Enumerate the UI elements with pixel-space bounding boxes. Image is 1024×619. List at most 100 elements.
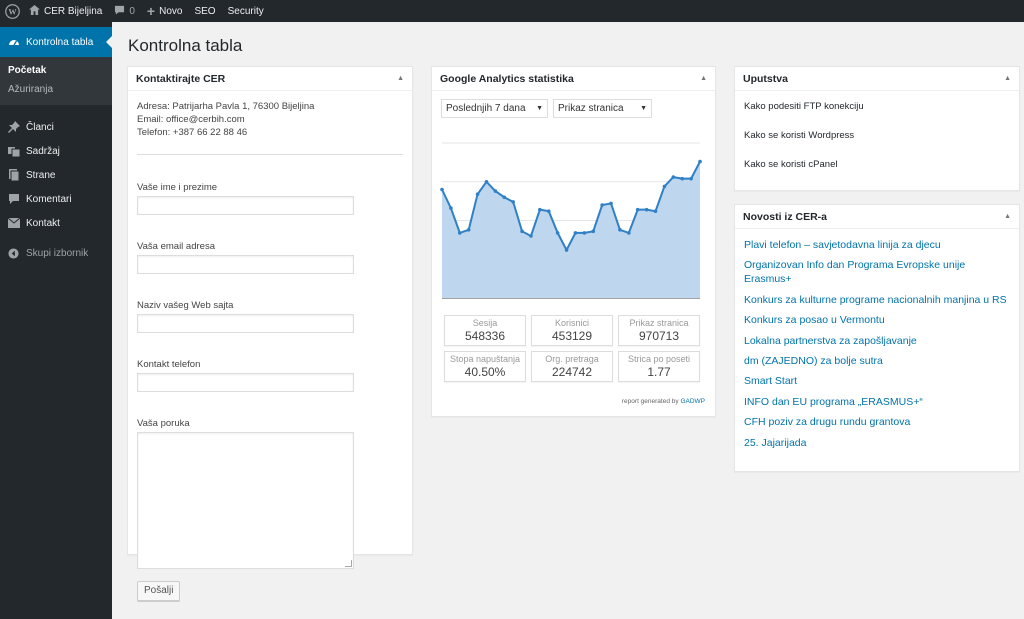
- chart-data-point[interactable]: [698, 159, 702, 164]
- period-select[interactable]: Poslednjih 7 dana ▼: [441, 99, 548, 118]
- news-link[interactable]: Smart Start: [744, 375, 798, 388]
- chart-series-line: [441, 161, 701, 253]
- chart-data-point[interactable]: [493, 189, 498, 193]
- list-item[interactable]: Kako se koristi cPanel: [744, 159, 838, 170]
- chart-data-point[interactable]: [662, 184, 667, 189]
- chart-data-point[interactable]: [609, 201, 613, 206]
- menu-komentari-label: Komentari: [26, 193, 72, 205]
- chart-data-point[interactable]: [449, 206, 453, 210]
- plus-icon: +: [146, 3, 156, 19]
- submenu-azuriranja[interactable]: Ažuriranja: [8, 84, 54, 95]
- comments-link[interactable]: 0: [108, 0, 141, 22]
- chart-data-point[interactable]: [502, 195, 507, 200]
- chart-data-point[interactable]: [653, 209, 658, 213]
- stat-label: Strica po poseti: [627, 354, 691, 364]
- chart-data-point[interactable]: [520, 229, 524, 234]
- chart-data-point[interactable]: [546, 209, 551, 213]
- news-link[interactable]: INFO dan EU programa „ERASMUS+“: [744, 395, 923, 408]
- stat-label: Org. pretraga: [545, 354, 599, 364]
- comments-count: 0: [129, 5, 135, 17]
- pages-icon: [7, 169, 20, 182]
- metric-select[interactable]: Prikaz stranica ▼: [553, 99, 652, 118]
- chart-data-point[interactable]: [457, 231, 462, 235]
- chart-data-point[interactable]: [466, 228, 471, 232]
- chart-data-point[interactable]: [635, 207, 640, 212]
- menu-komentari[interactable]: Komentari: [0, 187, 112, 211]
- list-item[interactable]: Kako se koristi Wordpress: [744, 130, 855, 141]
- chart-data-point[interactable]: [573, 231, 578, 235]
- contact-widget-header[interactable]: Kontaktirajte CER ▲: [128, 67, 412, 91]
- submit-button[interactable]: Pošalji: [137, 581, 181, 601]
- message-textarea[interactable]: [137, 432, 354, 569]
- chart-data-point[interactable]: [627, 231, 631, 235]
- email-input[interactable]: [137, 255, 354, 274]
- chart-data-point[interactable]: [680, 176, 685, 181]
- collapse-menu-button[interactable]: Skupi izbornik: [0, 241, 112, 265]
- collapse-toggle-icon[interactable]: ▲: [397, 75, 404, 82]
- menu-strane[interactable]: Strane: [0, 163, 112, 187]
- news-link[interactable]: Plavi telefon – savjetodavna linija za d…: [744, 239, 941, 251]
- chart-data-point[interactable]: [529, 234, 533, 238]
- menu-dashboard[interactable]: Kontrolna tabla: [0, 27, 112, 57]
- chart-data-point[interactable]: [600, 203, 604, 207]
- chart-data-point[interactable]: [644, 207, 649, 212]
- chart-data-point[interactable]: [475, 192, 480, 196]
- chart-data-point[interactable]: [564, 248, 569, 252]
- home-icon: [29, 4, 40, 18]
- admin-sidebar: Kontrolna tabla Početak Ažuriranja Članc…: [0, 22, 112, 619]
- collapse-toggle-icon[interactable]: ▲: [1004, 75, 1011, 82]
- chart-data-point[interactable]: [555, 231, 560, 235]
- news-link[interactable]: Organizovan Info dan Programa Evropske u…: [744, 259, 966, 286]
- seo-menu[interactable]: SEO: [188, 0, 221, 22]
- new-content-link[interactable]: + Novo: [141, 0, 189, 22]
- gadwp-link[interactable]: GADWP: [680, 398, 705, 405]
- instructions-widget-title: Uputstva: [743, 72, 788, 85]
- chart-data-point[interactable]: [484, 179, 489, 184]
- news-widget-header[interactable]: Novosti iz CER-a ▲: [735, 205, 1019, 229]
- stat-organic-search: Org. pretraga 224742: [531, 351, 613, 382]
- news-link[interactable]: dm (ZAJEDNO) za bolje sutra: [744, 354, 883, 367]
- website-input[interactable]: [137, 314, 354, 333]
- menu-sadrzaj[interactable]: Sadržaj: [0, 139, 112, 163]
- news-list: Plavi telefon – savjetodavna linija za d…: [735, 229, 1019, 450]
- site-name: CER Bijeljina: [44, 5, 103, 17]
- news-link[interactable]: Lokalna partnerstva za zapošljavanje: [744, 334, 917, 347]
- chart-data-point[interactable]: [618, 228, 622, 232]
- menu-clanci[interactable]: Članci: [0, 115, 112, 139]
- chart-data-point[interactable]: [440, 187, 444, 192]
- contact-info: Adresa: Patrijarha Pavla 1, 76300 Bijelj…: [128, 91, 412, 139]
- chart-data-point[interactable]: [591, 229, 596, 234]
- chart-data-point[interactable]: [689, 176, 693, 181]
- admin-bar: W CER Bijeljina 0 + Novo SEO Security: [0, 0, 1024, 22]
- menu-clanci-label: Članci: [26, 121, 54, 133]
- name-input[interactable]: [137, 196, 354, 215]
- collapse-toggle-icon[interactable]: ▲: [1004, 213, 1011, 220]
- chart-data-point[interactable]: [511, 200, 515, 204]
- seo-label: SEO: [194, 5, 216, 17]
- comment-icon: [114, 5, 125, 18]
- instructions-widget: Uputstva ▲ Kako podesiti FTP konekciju K…: [734, 66, 1020, 191]
- chart-data-point[interactable]: [538, 207, 542, 212]
- news-widget: Novosti iz CER-a ▲ Plavi telefon – savje…: [734, 204, 1020, 472]
- instructions-widget-header[interactable]: Uputstva ▲: [735, 67, 1019, 91]
- security-menu[interactable]: Security: [222, 0, 270, 22]
- submenu-pocetak[interactable]: Početak: [8, 65, 47, 76]
- phone-input[interactable]: [137, 373, 354, 392]
- site-name-link[interactable]: CER Bijeljina: [23, 0, 108, 22]
- collapse-toggle-icon[interactable]: ▲: [700, 75, 707, 82]
- chart-data-point[interactable]: [671, 175, 676, 179]
- stat-value: 1.77: [647, 365, 671, 379]
- news-link[interactable]: CFH poziv za drugu rundu grantova: [744, 416, 911, 429]
- name-label: Vaše ime i prezime: [137, 182, 218, 193]
- stat-label: Korisnici: [554, 318, 589, 328]
- chart-data-point[interactable]: [582, 231, 587, 235]
- stat-sessions: Sesija 548336: [444, 315, 526, 346]
- news-link[interactable]: Konkurs za posao u Vermontu: [744, 314, 885, 327]
- news-link[interactable]: Konkurs za kulturne programe nacionalnih…: [744, 293, 1007, 306]
- menu-kontakt[interactable]: Kontakt: [0, 211, 112, 235]
- list-item[interactable]: Kako podesiti FTP konekciju: [744, 101, 864, 112]
- metric-select-value: Prikaz stranica: [558, 103, 624, 114]
- wordpress-logo-icon[interactable]: W: [1, 0, 23, 22]
- news-link[interactable]: 25. Jajarijada: [744, 436, 807, 449]
- analytics-widget-header[interactable]: Google Analytics statistika ▲: [432, 67, 715, 91]
